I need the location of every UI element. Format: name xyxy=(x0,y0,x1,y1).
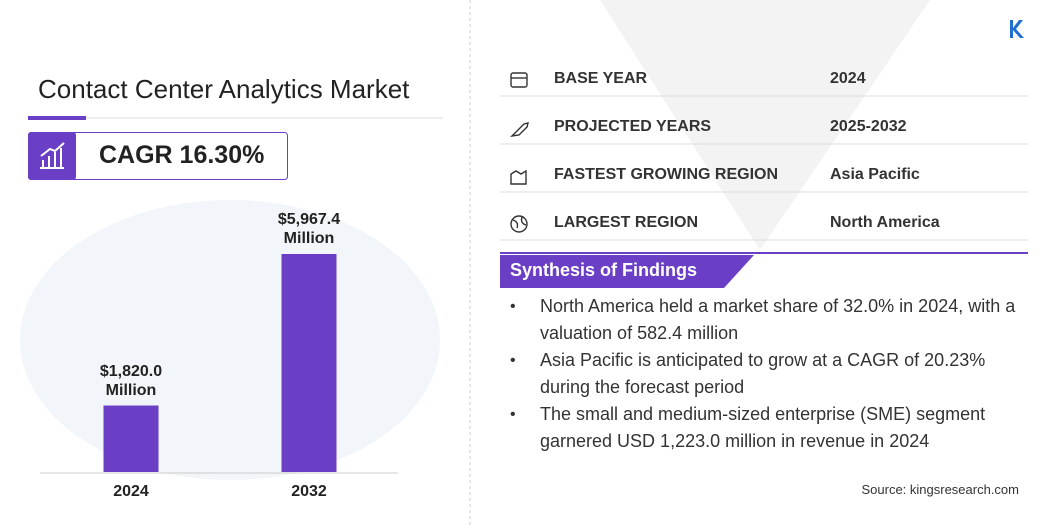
logo xyxy=(1010,20,1024,38)
row-value: 2024 xyxy=(830,70,866,87)
row-value: 2025-2032 xyxy=(830,118,907,135)
value-label: $5,967.4 Million xyxy=(277,211,341,247)
source: Source: kingsresearch.com xyxy=(861,482,1019,497)
cagr-icon xyxy=(40,142,65,169)
x-tick-label: 2024 xyxy=(113,483,149,500)
row-value: Asia Pacific xyxy=(830,166,920,183)
cagr-icon-bg xyxy=(28,132,76,180)
finding: Asia Pacific is anticipated to grow at a… xyxy=(540,350,986,397)
title-accent xyxy=(28,116,86,120)
row-label: LARGEST REGION xyxy=(554,214,699,231)
table-rules xyxy=(500,95,1028,241)
row-label: BASE YEAR xyxy=(554,70,648,87)
row-label: FASTEST GROWING REGION xyxy=(554,166,779,183)
background-shape xyxy=(600,0,930,250)
title: Contact Center Analytics Market xyxy=(38,74,410,104)
finding: The small and medium-sized enterprise (S… xyxy=(540,404,986,451)
bullet: • xyxy=(510,298,516,315)
row-label: PROJECTED YEARS xyxy=(554,118,712,135)
bar xyxy=(103,405,159,472)
bullet: • xyxy=(510,406,516,423)
findings-banner xyxy=(500,255,754,288)
row-icons xyxy=(510,72,529,233)
finding: North America held a market share of 32.… xyxy=(540,296,1016,343)
row-value: North America xyxy=(830,214,940,231)
findings-title: Synthesis of Findings xyxy=(510,260,698,280)
bullet: • xyxy=(510,352,516,369)
cagr: CAGR 16.30% xyxy=(99,141,265,169)
value-label: $1,820.0 Million xyxy=(99,362,163,399)
x-tick-label: 2032 xyxy=(291,483,327,500)
world-map xyxy=(20,200,440,480)
bar xyxy=(281,254,337,472)
